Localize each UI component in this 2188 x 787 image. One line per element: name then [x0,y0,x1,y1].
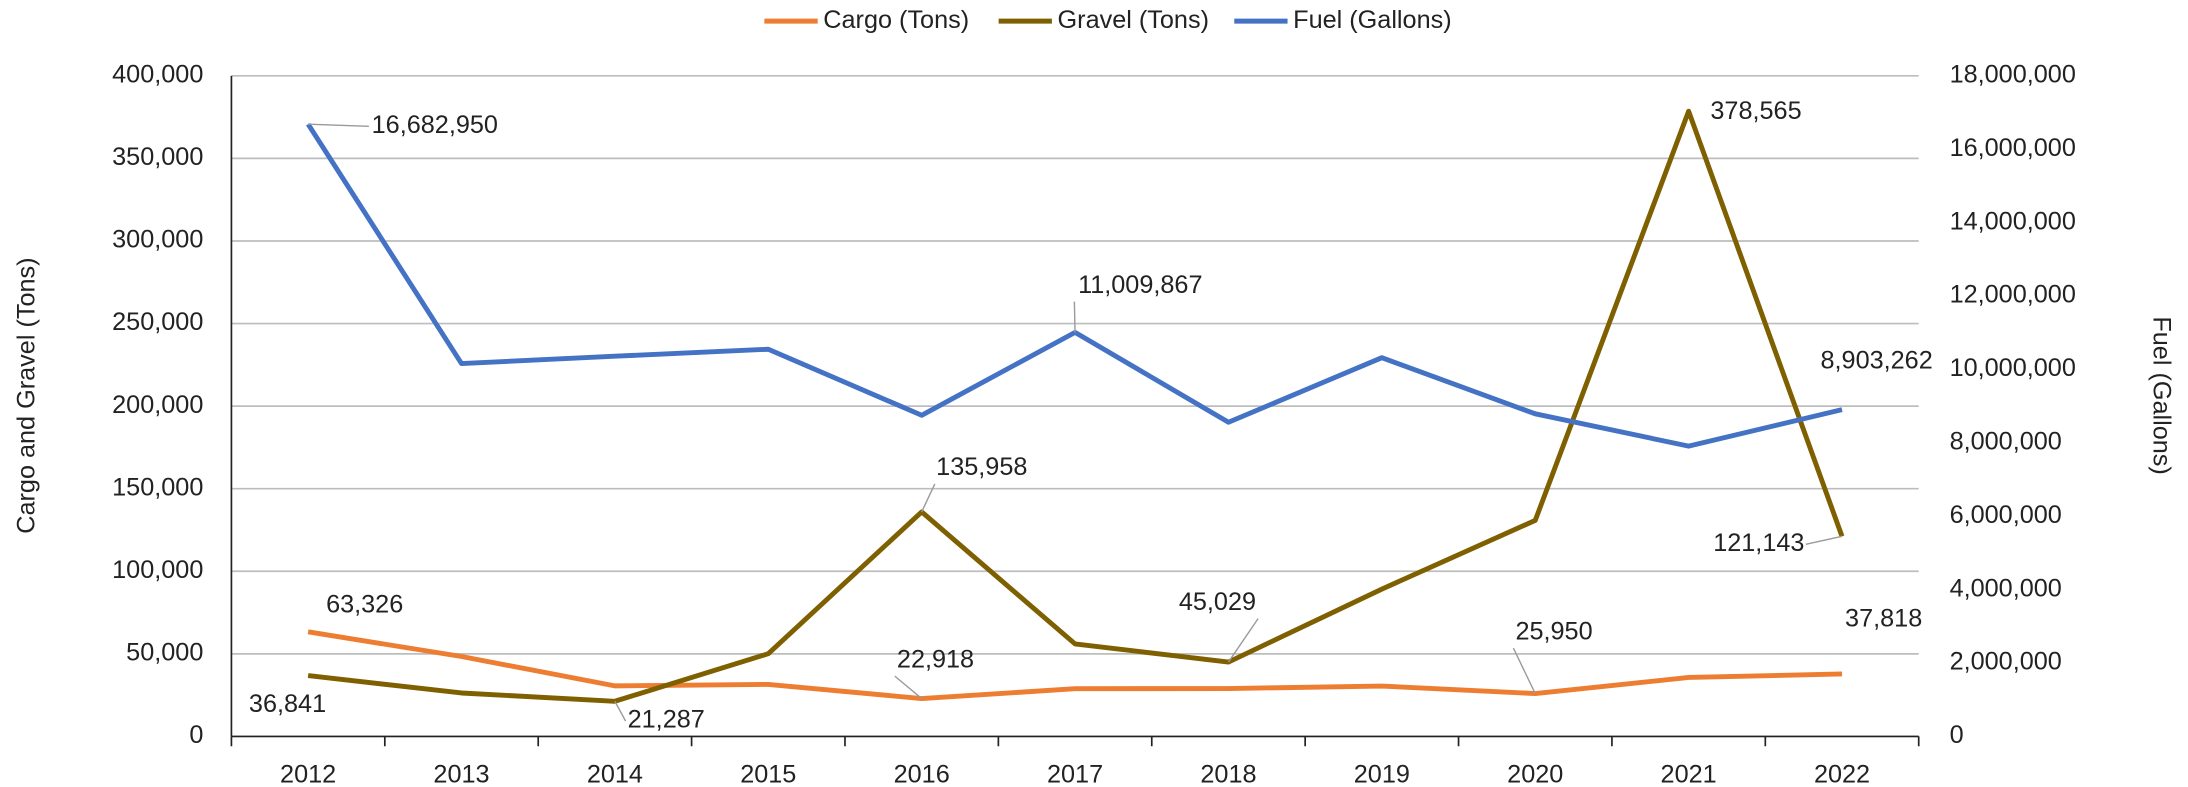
leader-line [894,675,923,700]
x-tick-label: 2012 [280,760,336,787]
data-label: 11,009,867 [1078,271,1202,299]
series-line [307,108,1845,704]
x-tick-label: 2022 [1814,760,1870,787]
x-tick-label: 2018 [1200,760,1256,787]
x-tick-label: 2021 [1661,760,1717,787]
leader-line [1805,535,1843,545]
y2-tick-label: 2,000,000 [1950,648,2062,676]
data-label: 135,958 [936,453,1027,481]
y-tick-label: 200,000 [112,391,203,419]
y2-tick-label: 8,000,000 [1950,427,2062,455]
data-label: 121,143 [1713,529,1804,557]
x-tick-label: 2013 [433,760,489,787]
y-tick-label: 0 [189,721,203,749]
y2-tick-label: 12,000,000 [1950,281,2076,309]
y2-tick-label: 16,000,000 [1950,134,2076,162]
data-label: 36,841 [249,690,326,718]
series-line [307,629,1843,702]
x-tick-label: 2014 [587,760,643,787]
y2-axis-label: Fuel (Gallons) [2147,316,2175,474]
y2-tick-label: 18,000,000 [1950,60,2076,88]
y-axis-label: Cargo and Gravel (Tons) [13,257,41,533]
data-label: 37,818 [1845,605,1922,633]
y-tick-label: 350,000 [112,143,203,171]
x-tick-label: 2020 [1507,760,1563,787]
legend-label: Gravel (Tons) [1058,6,1209,34]
data-label: 25,950 [1515,617,1592,645]
leader-line [921,483,936,513]
x-tick-label: 2016 [894,760,950,787]
y-tick-label: 150,000 [112,473,203,501]
y2-tick-label: 4,000,000 [1950,574,2062,602]
leader-line [614,700,627,722]
y-tick-label: 250,000 [112,308,203,336]
leader-line [1227,618,1259,663]
y-tick-label: 50,000 [126,639,203,667]
data-label: 8,903,262 [1820,347,1932,375]
leader-line [1073,301,1076,333]
legend-label: Cargo (Tons) [823,6,969,34]
x-tick-label: 2015 [740,760,796,787]
y-tick-label: 400,000 [112,60,203,88]
y2-tick-label: 14,000,000 [1950,207,2076,235]
y2-tick-label: 6,000,000 [1950,501,2062,529]
series-line [306,122,1843,449]
leader-line [1512,647,1536,694]
x-tick-label: 2017 [1047,760,1103,787]
data-label: 22,918 [897,645,974,673]
legend-label: Fuel (Gallons) [1293,6,1451,34]
data-label: 45,029 [1179,588,1256,616]
y2-tick-label: 10,000,000 [1950,354,2076,382]
data-label: 21,287 [628,706,705,734]
y-tick-label: 100,000 [112,556,203,584]
y2-tick-label: 0 [1950,721,1964,749]
data-label: 63,326 [326,591,403,619]
data-label: 16,682,950 [372,111,498,139]
x-tick-label: 2019 [1354,760,1410,787]
data-label: 378,565 [1710,97,1801,125]
leader-line [308,123,369,128]
y-tick-label: 300,000 [112,226,203,254]
